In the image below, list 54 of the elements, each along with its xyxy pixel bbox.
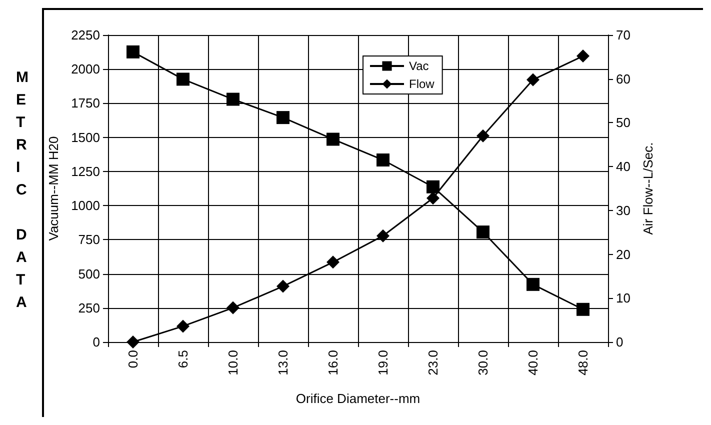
point	[376, 153, 390, 166]
point	[476, 226, 490, 239]
x-tick-label: 0.0	[126, 350, 140, 368]
y-tick-label: 2250	[71, 28, 100, 42]
point	[226, 92, 240, 106]
x-tick-label: 19.0	[376, 350, 390, 376]
legend-label: Vac	[409, 59, 429, 73]
point	[426, 180, 440, 194]
y-tick-label: 1250	[71, 164, 100, 179]
point	[426, 192, 440, 205]
point	[526, 278, 540, 291]
point	[326, 132, 340, 146]
y2-tick-label: 10	[616, 290, 630, 306]
x-tick-label: 40.0	[526, 350, 540, 376]
x-tick-label: 10.0	[226, 350, 240, 376]
y-tick-label: 1750	[71, 96, 100, 111]
y-tick-label: 2000	[71, 62, 100, 77]
y2-tick-label: 60	[616, 71, 630, 86]
point	[526, 73, 540, 86]
point	[576, 50, 590, 63]
y2-tick-label: 30	[616, 202, 630, 218]
y-tick-label: 1000	[71, 198, 100, 214]
x-tick-label: 30.0	[476, 350, 490, 376]
y2-axis-title: Air Flow--L/Sec.	[640, 142, 656, 235]
legend-label: Flow	[409, 77, 435, 91]
x-axis-title: Orifice Diameter--mm	[296, 391, 420, 406]
y-tick-label: 750	[78, 232, 100, 248]
point	[276, 111, 290, 124]
y-axis-title: Vacuum--MM H20	[46, 136, 62, 241]
y-tick-label: 500	[78, 266, 100, 282]
point	[326, 256, 340, 269]
point	[176, 320, 190, 333]
point	[126, 336, 140, 348]
point	[476, 129, 490, 142]
x-tick-label: 6.5	[176, 350, 190, 368]
point	[176, 72, 190, 86]
point	[576, 302, 590, 316]
y2-tick-label: 70	[616, 28, 630, 42]
y2-tick-label: 20	[616, 246, 630, 262]
y-tick-label: 250	[78, 300, 100, 316]
text: METRIC DATA	[16, 68, 28, 311]
y-tick-label: 1500	[71, 130, 100, 145]
point	[226, 301, 240, 314]
y2-tick-label: 40	[616, 159, 630, 174]
x-tick-label: 13.0	[276, 350, 290, 376]
y2-tick-label: 0	[616, 334, 624, 350]
y-tick-label: 0	[92, 334, 100, 350]
x-tick-label: 23.0	[426, 350, 440, 376]
point	[276, 280, 290, 293]
point	[376, 229, 390, 242]
x-tick-label: 48.0	[576, 350, 590, 376]
x-tick-label: 16.0	[326, 350, 340, 376]
point	[126, 45, 140, 58]
y2-tick-label: 50	[616, 115, 630, 130]
